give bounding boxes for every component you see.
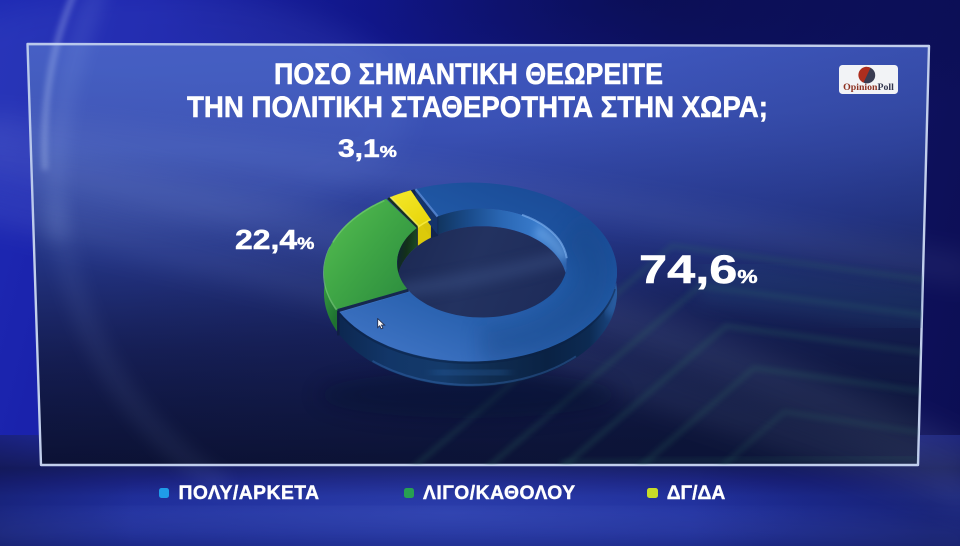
svg-text:OpinionPoll: OpinionPoll [843,82,894,93]
